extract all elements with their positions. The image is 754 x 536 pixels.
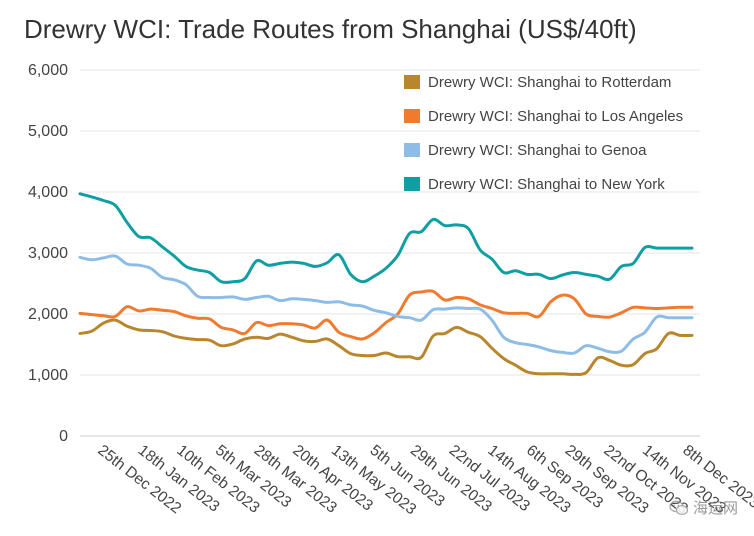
y-tick-label: 3,000 [28,245,68,262]
legend-swatch [404,143,420,157]
legend-label: Drewry WCI: Shanghai to Genoa [428,142,647,159]
legend-label: Drewry WCI: Shanghai to Rotterdam [428,74,671,91]
series-line-1 [78,289,694,341]
watermark-text: 海运网 [692,500,738,517]
legend: Drewry WCI: Shanghai to Rotterdam Drewry … [404,74,683,193]
legend-swatch [404,109,420,123]
y-tick-label: 0 [59,428,68,445]
legend-swatch [404,177,420,191]
y-tick-label: 6,000 [28,62,68,79]
y-tick-label: 1,000 [28,367,68,384]
legend-label: Drewry WCI: Shanghai to Los Angeles [428,108,683,125]
y-axis-tick-labels: 0 1,000 2,000 3,000 4,000 5,000 6,000 [28,62,68,445]
series-line-0 [78,318,694,376]
watermark: 海运网 [669,497,738,518]
y-tick-label: 4,000 [28,184,68,201]
y-tick-label: 5,000 [28,123,68,140]
series-line-2 [78,254,694,355]
y-tick-label: 2,000 [28,306,68,323]
legend-label: Drewry WCI: Shanghai to New York [428,176,665,193]
wechat-icon [669,500,689,515]
chart-title: Drewry WCI: Trade Routes from Shanghai (… [24,14,637,44]
series-lines [78,192,694,376]
series-line-3 [78,192,694,284]
legend-swatch [404,75,420,89]
